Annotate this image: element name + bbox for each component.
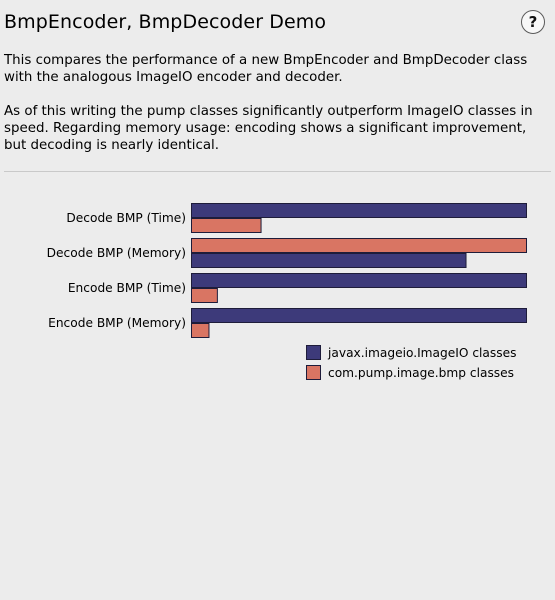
bar bbox=[191, 253, 467, 268]
legend-label: javax.imageio.ImageIO classes bbox=[327, 346, 516, 360]
page-title: BmpEncoder, BmpDecoder Demo bbox=[4, 11, 327, 33]
bar bbox=[191, 323, 210, 338]
category-label: Decode BMP (Memory) bbox=[47, 246, 186, 260]
category-label: Encode BMP (Memory) bbox=[48, 316, 186, 330]
divider bbox=[4, 171, 551, 172]
bar bbox=[191, 308, 527, 323]
legend-swatch bbox=[306, 365, 321, 380]
bar bbox=[191, 218, 262, 233]
category-label: Decode BMP (Time) bbox=[66, 211, 186, 225]
legend-swatch bbox=[306, 345, 321, 360]
description-paragraph-1: This compares the performance of a new B… bbox=[4, 53, 528, 85]
category-label: Encode BMP (Time) bbox=[68, 281, 186, 295]
bar bbox=[191, 273, 527, 288]
bar bbox=[191, 288, 218, 303]
legend-label: com.pump.image.bmp classes bbox=[328, 366, 514, 380]
help-button[interactable]: ? bbox=[521, 10, 545, 34]
bar bbox=[191, 203, 527, 218]
bar bbox=[191, 238, 527, 253]
description-paragraph-2: As of this writing the pump classes sign… bbox=[4, 104, 533, 153]
